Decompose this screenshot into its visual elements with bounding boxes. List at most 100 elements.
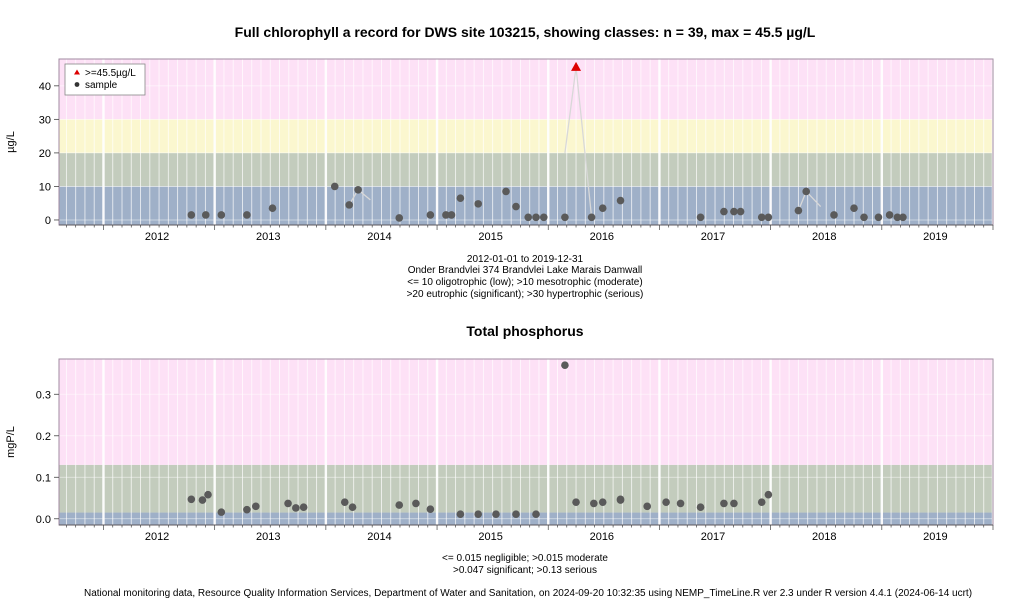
phosphorus-x-tick-label: 2015 xyxy=(478,531,502,543)
chlorophyll-data-point xyxy=(696,213,705,222)
chlorophyll-data-point xyxy=(794,206,803,215)
chlorophyll-data-point xyxy=(474,200,482,208)
phosphorus-y-tick-label: 0.2 xyxy=(36,431,51,443)
phosphorus-data-point xyxy=(426,505,435,514)
chlorophyll-data-point xyxy=(532,213,540,222)
phosphorus-x-ticks: 2012 2013 2014 2015 2016 2017 2018 2019 xyxy=(59,524,994,543)
phosphorus-y-tick-label: 0.0 xyxy=(36,514,51,526)
phosphorus-data-point xyxy=(492,510,500,519)
chlorophyll-class-band xyxy=(59,119,993,153)
phosphorus-data-point xyxy=(252,502,260,511)
phosphorus-data-point xyxy=(299,503,308,511)
chlorophyll-x-tick-label: 2018 xyxy=(812,231,836,243)
chlorophyll-data-point xyxy=(616,196,625,205)
chlorophyll-data-point xyxy=(598,204,607,213)
phosphorus-data-point xyxy=(243,505,251,514)
chlorophyll-data-point xyxy=(442,211,450,219)
chlorophyll-x-tick-label: 2016 xyxy=(590,231,614,243)
chlorophyll-data-point xyxy=(502,187,510,196)
phosphorus-data-point xyxy=(456,510,465,519)
phosphorus-data-point xyxy=(662,498,670,506)
phosphorus-data-point xyxy=(474,510,482,519)
chlorophyll-x-tick-label: 2012 xyxy=(145,231,169,243)
phosphorus-chart-title: Total phosphorus xyxy=(466,323,583,339)
phosphorus-data-point xyxy=(204,490,212,499)
chlorophyll-data-points xyxy=(187,61,907,222)
chlorophyll-data-point xyxy=(524,213,533,222)
phosphorus-y-ticks: 0.0 0.1 0.2 0.3 xyxy=(36,389,59,526)
phosphorus-data-point xyxy=(730,499,738,508)
phosphorus-x-tick-label: 2014 xyxy=(367,531,391,543)
note-tp-class-2: >0.047 significant; >0.13 serious xyxy=(453,565,597,576)
phosphorus-data-point xyxy=(532,510,540,519)
phosphorus-x-tick-label: 2012 xyxy=(145,531,169,543)
chlorophyll-data-point xyxy=(217,211,226,219)
phosphorus-data-point xyxy=(757,498,766,506)
note-date-range: 2012-01-01 to 2019-12-31 xyxy=(467,254,584,265)
phosphorus-data-point xyxy=(412,499,420,508)
chlorophyll-y-tick-label: 40 xyxy=(39,81,51,93)
chlorophyll-data-point xyxy=(345,201,354,209)
phosphorus-data-point xyxy=(616,496,625,504)
phosphorus-chart: Total phosphorus 2012 2013 2014 2015 2016 201… xyxy=(5,323,995,576)
chlorophyll-data-point xyxy=(187,211,196,219)
phosphorus-x-tick-label: 2018 xyxy=(812,531,836,543)
phosphorus-data-point xyxy=(590,499,598,508)
phosphorus-data-point xyxy=(187,495,196,504)
phosphorus-x-tick-label: 2019 xyxy=(923,531,947,543)
phosphorus-data-point xyxy=(340,498,349,506)
chlorophyll-y-tick-label: 30 xyxy=(39,114,51,126)
legend-circle-icon xyxy=(74,82,80,87)
chlorophyll-data-point xyxy=(850,204,858,213)
chlorophyll-y-tick-label: 20 xyxy=(39,148,51,160)
chlorophyll-x-tick-label: 2013 xyxy=(256,231,280,243)
legend-entry-max: >=45.5µg/L xyxy=(85,68,136,79)
phosphorus-data-point xyxy=(643,502,651,511)
note-class-2: >20 eutrophic (significant); >30 hypertr… xyxy=(407,289,644,300)
phosphorus-data-point xyxy=(198,496,207,504)
chlorophyll-data-point xyxy=(561,213,569,222)
chlorophyll-data-point xyxy=(447,211,456,219)
chlorophyll-y-tick-label: 0 xyxy=(45,215,51,227)
phosphorus-data-point xyxy=(284,499,292,508)
chlorophyll-data-point xyxy=(764,213,773,222)
phosphorus-class-band xyxy=(59,464,993,513)
phosphorus-data-point xyxy=(512,510,520,519)
chlorophyll-x-tick-label: 2014 xyxy=(367,231,391,243)
phosphorus-data-point xyxy=(676,499,685,508)
phosphorus-data-point xyxy=(561,361,569,370)
chlorophyll-y-axis-label: µg/L xyxy=(5,131,17,153)
chlorophyll-data-point xyxy=(757,213,766,222)
phosphorus-gridlines xyxy=(59,359,995,525)
phosphorus-y-tick-label: 0.1 xyxy=(36,472,51,484)
note-site-name: Onder Brandvlei 374 Brandvlei Lake Marai… xyxy=(408,265,643,276)
legend-entry-sample: sample xyxy=(85,80,118,91)
chlorophyll-data-point xyxy=(395,214,404,222)
chlorophyll-data-point xyxy=(456,194,465,202)
chlorophyll-class-bands xyxy=(59,59,993,225)
chlorophyll-max-marker xyxy=(571,61,582,71)
phosphorus-class-band xyxy=(59,359,993,465)
chlorophyll-data-point xyxy=(874,213,883,222)
chlorophyll-x-tick-label: 2019 xyxy=(923,231,947,243)
chlorophyll-legend: >=45.5µg/L sample xyxy=(64,63,146,96)
chlorophyll-class-band xyxy=(59,152,993,187)
chlorophyll-data-point xyxy=(860,213,868,222)
chlorophyll-y-ticks: 0 10 20 30 40 xyxy=(39,81,59,227)
chlorophyll-data-point xyxy=(587,213,596,222)
phosphorus-y-axis-label: mgP/L xyxy=(5,426,17,458)
chlorophyll-data-point xyxy=(885,211,894,219)
chlorophyll-data-point xyxy=(802,187,810,196)
chlorophyll-y-tick-label: 10 xyxy=(39,181,51,193)
phosphorus-notes: <= 0.015 negligible; >0.015 moderate >0.… xyxy=(442,553,608,576)
phosphorus-data-point xyxy=(720,499,728,508)
chlorophyll-data-point xyxy=(268,204,277,213)
note-class-1: <= 10 oligotrophic (low); >10 mesotrophi… xyxy=(407,277,642,288)
phosphorus-data-point xyxy=(764,490,773,499)
phosphorus-data-point xyxy=(292,504,300,512)
chlorophyll-chart: Full chlorophyll a record for DWS site 1… xyxy=(5,24,995,300)
phosphorus-x-tick-label: 2016 xyxy=(590,531,614,543)
chlorophyll-data-point xyxy=(720,207,728,216)
chlorophyll-x-ticks: 2012 2013 2014 2015 2016 2017 2018 2019 xyxy=(59,224,994,243)
